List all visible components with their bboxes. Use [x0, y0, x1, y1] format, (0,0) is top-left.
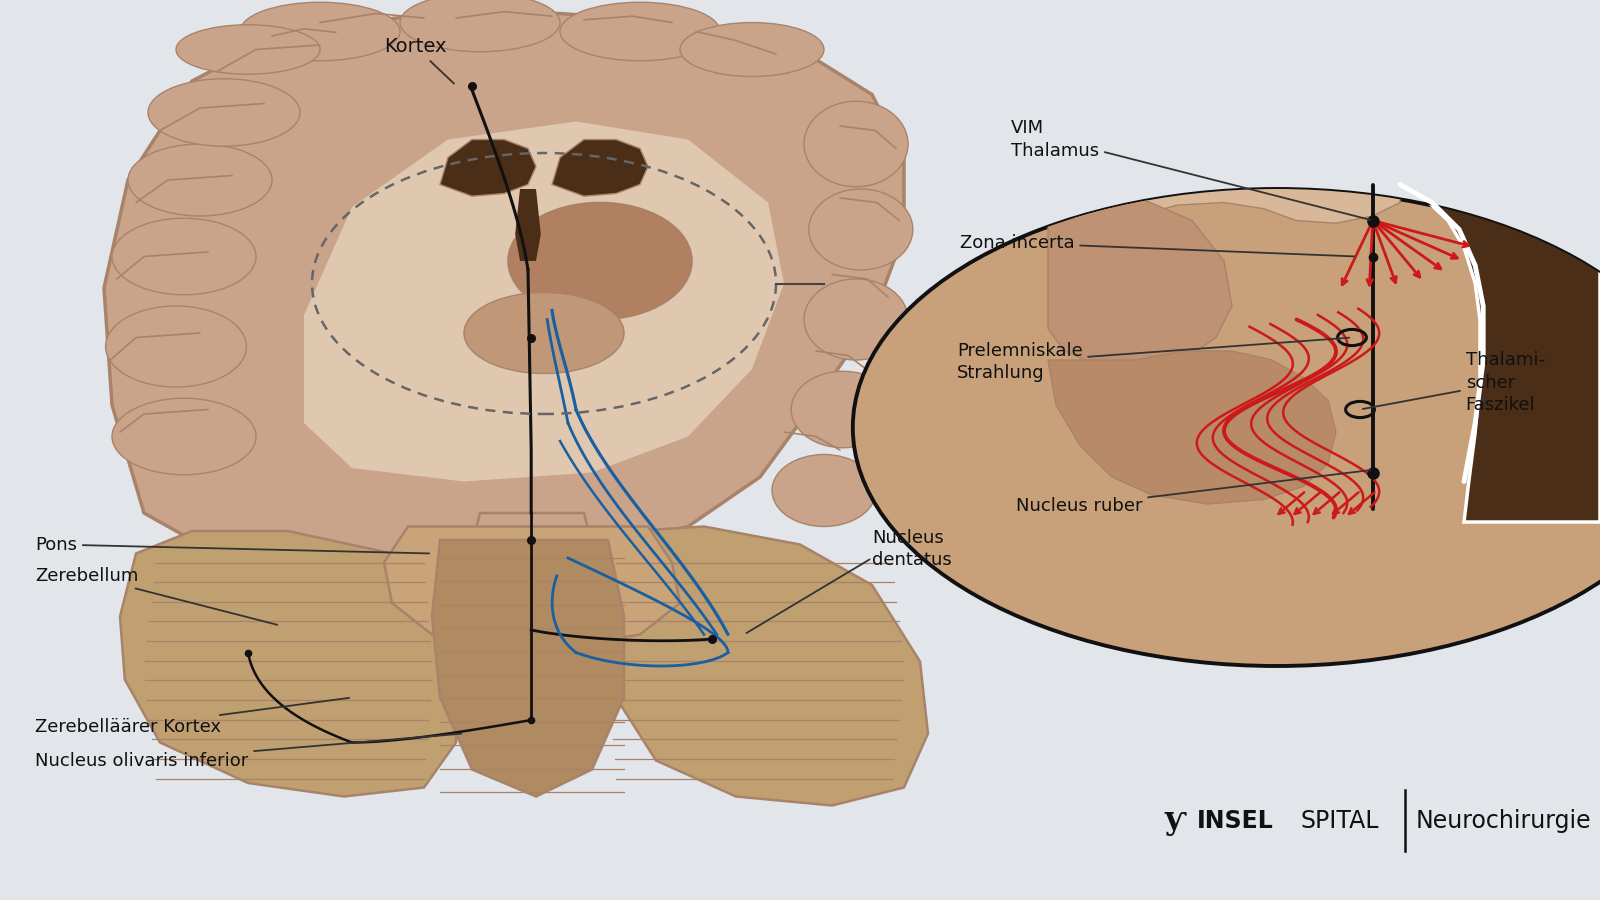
- Text: ƴ: ƴ: [1165, 806, 1187, 836]
- Text: Pons: Pons: [35, 536, 429, 554]
- Ellipse shape: [792, 371, 896, 447]
- Polygon shape: [456, 513, 616, 742]
- Ellipse shape: [176, 24, 320, 75]
- Text: Prelemniskale
Strahlung: Prelemniskale Strahlung: [957, 338, 1349, 382]
- Polygon shape: [515, 189, 541, 261]
- Polygon shape: [1400, 180, 1600, 522]
- Ellipse shape: [400, 0, 560, 51]
- Polygon shape: [1048, 184, 1400, 230]
- Ellipse shape: [771, 454, 877, 526]
- Ellipse shape: [560, 2, 720, 61]
- Polygon shape: [592, 526, 928, 806]
- Text: Zerebelläärer Kortex: Zerebelläärer Kortex: [35, 698, 349, 736]
- Text: INSEL: INSEL: [1197, 809, 1274, 832]
- Polygon shape: [1048, 351, 1336, 504]
- Polygon shape: [304, 122, 784, 482]
- Ellipse shape: [128, 144, 272, 216]
- Ellipse shape: [112, 398, 256, 475]
- Text: Nucleus olivaris inferior: Nucleus olivaris inferior: [35, 734, 461, 770]
- Text: Neurochirurgie: Neurochirurgie: [1416, 809, 1592, 832]
- Ellipse shape: [509, 202, 691, 320]
- Ellipse shape: [805, 102, 909, 187]
- Text: Thalami-
scher
Faszikel: Thalami- scher Faszikel: [1363, 351, 1544, 414]
- Ellipse shape: [464, 292, 624, 374]
- Polygon shape: [1048, 194, 1232, 369]
- Polygon shape: [104, 14, 904, 558]
- Circle shape: [853, 189, 1600, 666]
- Ellipse shape: [106, 306, 246, 387]
- Text: Kortex: Kortex: [384, 37, 454, 84]
- Polygon shape: [432, 540, 624, 796]
- Ellipse shape: [680, 22, 824, 76]
- Ellipse shape: [805, 279, 909, 360]
- Polygon shape: [440, 140, 536, 196]
- Ellipse shape: [240, 2, 400, 61]
- Text: Nucleus ruber: Nucleus ruber: [1016, 470, 1370, 515]
- Ellipse shape: [149, 79, 301, 146]
- Text: Nucleus
dentatus: Nucleus dentatus: [872, 529, 952, 569]
- Ellipse shape: [810, 189, 912, 270]
- Polygon shape: [552, 140, 648, 196]
- Text: VIM
Thalamus: VIM Thalamus: [1011, 120, 1370, 220]
- Polygon shape: [384, 526, 680, 650]
- Text: Zerebellum: Zerebellum: [35, 567, 277, 625]
- Text: Zona incerta: Zona incerta: [960, 234, 1354, 256]
- Text: SPITAL: SPITAL: [1301, 809, 1379, 832]
- Polygon shape: [120, 531, 456, 796]
- Ellipse shape: [112, 219, 256, 295]
